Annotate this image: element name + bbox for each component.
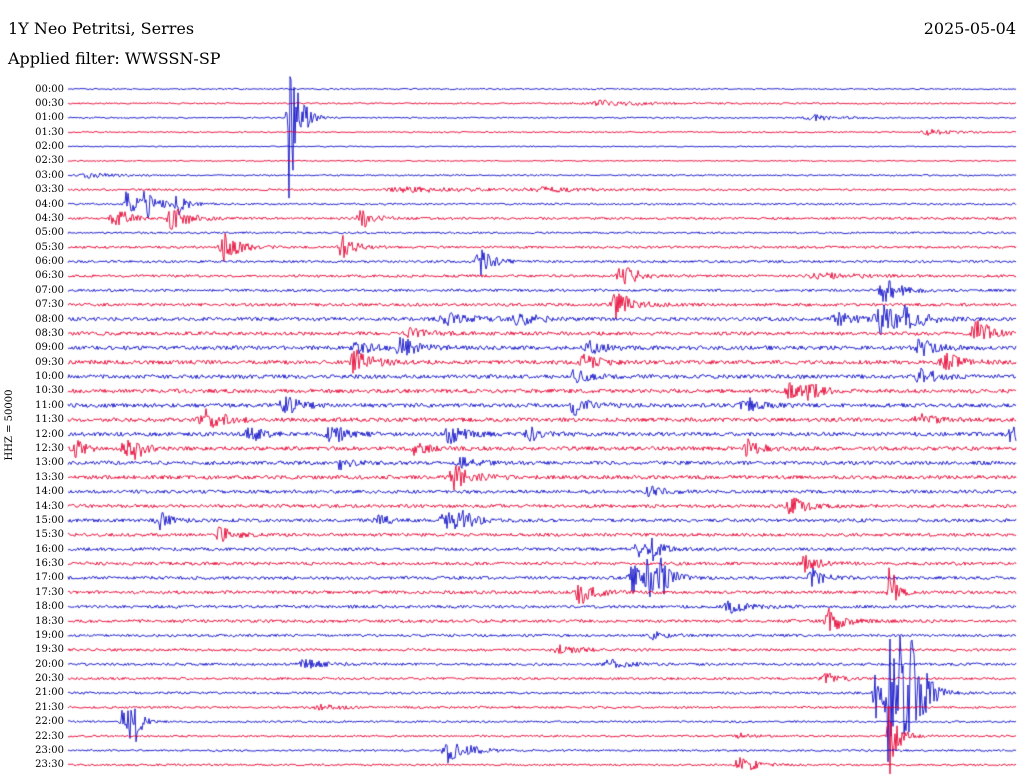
time-label: 01:30 <box>35 126 64 138</box>
time-label: 14:00 <box>35 486 64 498</box>
time-label: 03:30 <box>35 184 64 196</box>
time-label: 06:00 <box>35 256 64 268</box>
time-label: 07:30 <box>35 299 64 311</box>
time-label: 21:00 <box>35 687 64 699</box>
time-label: 02:30 <box>35 155 64 167</box>
time-label: 22:00 <box>35 716 64 728</box>
time-label: 11:30 <box>35 414 64 426</box>
time-label: 02:00 <box>35 141 64 153</box>
time-label: 22:30 <box>35 730 64 742</box>
time-label: 09:00 <box>35 342 64 354</box>
time-label: 18:00 <box>35 601 64 613</box>
time-label: 04:00 <box>35 198 64 210</box>
time-label: 20:30 <box>35 673 64 685</box>
time-label: 21:30 <box>35 701 64 713</box>
time-label: 15:00 <box>35 514 64 526</box>
time-label: 12:30 <box>35 443 64 454</box>
time-label: 14:30 <box>35 500 64 512</box>
time-label: 00:00 <box>35 83 64 95</box>
time-label: 23:00 <box>35 744 64 756</box>
time-label: 00:30 <box>35 97 64 109</box>
time-label: 04:30 <box>35 212 64 224</box>
time-axis: 00:00 00:30 01:00 01:30 02:00 02:30 03:00 03:30… <box>0 0 66 780</box>
time-label: 03:00 <box>35 169 64 181</box>
time-label: 01:00 <box>35 112 64 124</box>
filter-label: Applied filter: WWSSN-SP <box>8 49 221 68</box>
time-label: 23:30 <box>35 759 64 771</box>
time-label: 13:30 <box>35 471 64 483</box>
time-label: 16:30 <box>35 558 64 570</box>
time-label: 18:30 <box>35 615 64 627</box>
time-label: 08:00 <box>35 313 64 325</box>
time-label: 13:00 <box>35 457 64 469</box>
time-label: 20:00 <box>35 658 64 670</box>
time-label: 11:00 <box>35 399 64 411</box>
time-label: 05:00 <box>35 227 64 239</box>
time-label: 15:30 <box>35 529 64 541</box>
time-label: 05:30 <box>35 241 64 253</box>
time-label: 19:00 <box>35 629 64 641</box>
time-label: 16:00 <box>35 543 64 555</box>
station-title: 1Y Neo Petritsi, Serres <box>8 19 195 38</box>
date-label: 2025-05-04 <box>923 19 1016 38</box>
time-label: 17:00 <box>35 572 64 584</box>
time-label: 12:00 <box>35 428 64 440</box>
time-label: 07:00 <box>35 284 64 296</box>
time-label: 06:30 <box>35 270 64 282</box>
time-label: 08:30 <box>35 327 64 339</box>
time-label: 19:30 <box>35 644 64 656</box>
time-label: 10:30 <box>35 385 64 397</box>
time-label: 17:30 <box>35 586 64 598</box>
time-label: 09:30 <box>35 356 64 368</box>
time-label: 10:00 <box>35 371 64 383</box>
